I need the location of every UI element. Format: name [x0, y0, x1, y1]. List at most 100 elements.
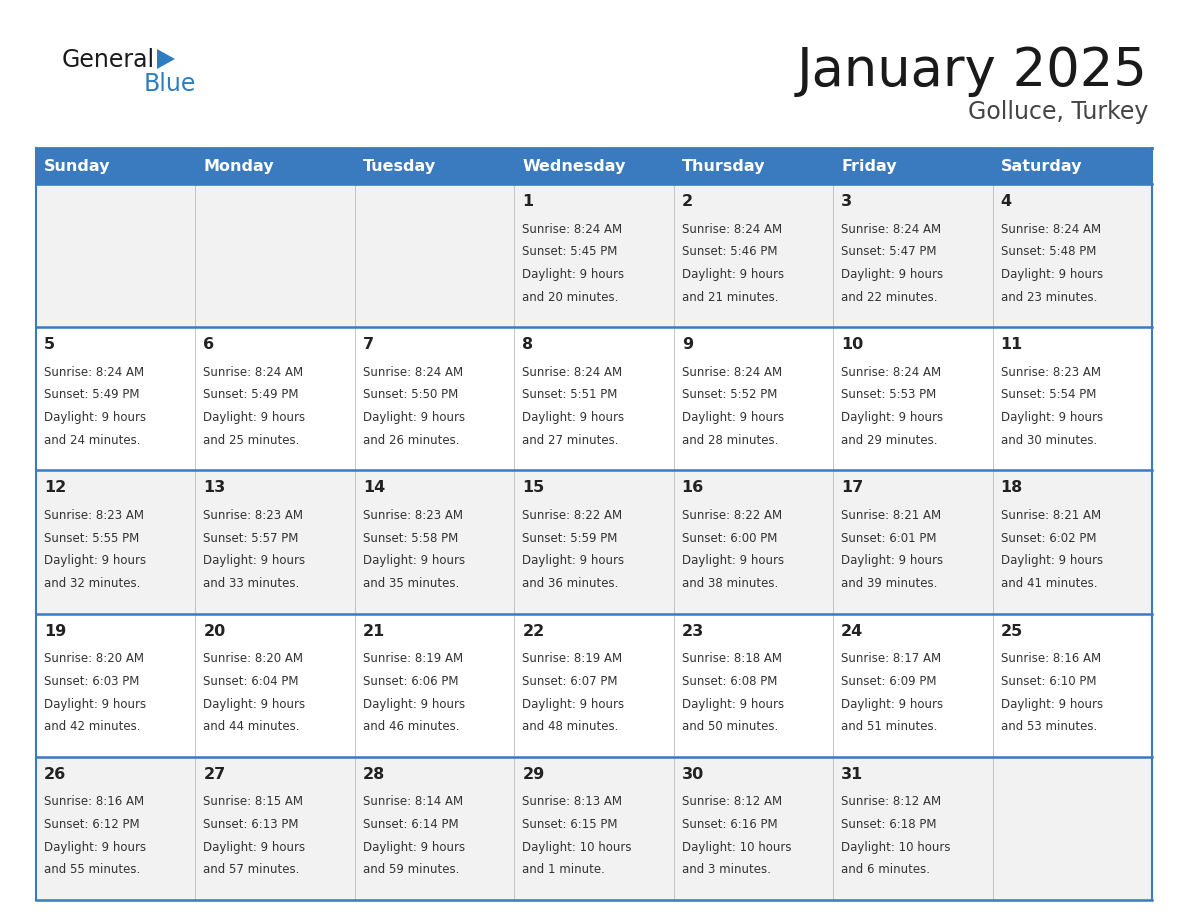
- Text: Sunset: 6:14 PM: Sunset: 6:14 PM: [362, 818, 459, 831]
- Bar: [36, 613, 196, 756]
- Text: Sunset: 6:07 PM: Sunset: 6:07 PM: [523, 675, 618, 688]
- Text: Daylight: 9 hours: Daylight: 9 hours: [1000, 554, 1102, 567]
- Text: Daylight: 9 hours: Daylight: 9 hours: [44, 411, 146, 424]
- Bar: [992, 470, 1152, 613]
- Text: Daylight: 9 hours: Daylight: 9 hours: [841, 411, 943, 424]
- Text: and 22 minutes.: and 22 minutes.: [841, 290, 937, 304]
- Text: 19: 19: [44, 623, 67, 639]
- Text: Sunset: 5:57 PM: Sunset: 5:57 PM: [203, 532, 298, 544]
- Bar: [196, 470, 355, 613]
- Text: Sunrise: 8:17 AM: Sunrise: 8:17 AM: [841, 653, 941, 666]
- Text: Daylight: 9 hours: Daylight: 9 hours: [1000, 268, 1102, 281]
- Bar: [833, 327, 992, 470]
- Text: Sunrise: 8:22 AM: Sunrise: 8:22 AM: [682, 509, 782, 522]
- Bar: [196, 184, 355, 327]
- Bar: [196, 613, 355, 756]
- Text: 4: 4: [1000, 194, 1012, 209]
- Text: Sunset: 6:12 PM: Sunset: 6:12 PM: [44, 818, 140, 831]
- Text: Daylight: 9 hours: Daylight: 9 hours: [203, 698, 305, 711]
- Text: Sunset: 5:58 PM: Sunset: 5:58 PM: [362, 532, 459, 544]
- Text: and 21 minutes.: and 21 minutes.: [682, 290, 778, 304]
- Text: and 57 minutes.: and 57 minutes.: [203, 863, 299, 877]
- Text: and 44 minutes.: and 44 minutes.: [203, 720, 299, 733]
- Text: Tuesday: Tuesday: [362, 159, 436, 174]
- Text: 12: 12: [44, 480, 67, 496]
- Bar: [674, 148, 833, 184]
- Text: Daylight: 9 hours: Daylight: 9 hours: [682, 698, 784, 711]
- Text: Sunrise: 8:12 AM: Sunrise: 8:12 AM: [682, 796, 782, 809]
- Text: Sunset: 5:53 PM: Sunset: 5:53 PM: [841, 388, 936, 401]
- Bar: [674, 470, 833, 613]
- Text: Daylight: 9 hours: Daylight: 9 hours: [203, 841, 305, 854]
- Text: Sunrise: 8:19 AM: Sunrise: 8:19 AM: [523, 653, 623, 666]
- Text: Sunrise: 8:15 AM: Sunrise: 8:15 AM: [203, 796, 303, 809]
- Text: 3: 3: [841, 194, 852, 209]
- Text: Daylight: 9 hours: Daylight: 9 hours: [523, 554, 625, 567]
- Polygon shape: [157, 49, 175, 69]
- Bar: [992, 148, 1152, 184]
- Bar: [36, 327, 196, 470]
- Text: Sunrise: 8:24 AM: Sunrise: 8:24 AM: [44, 366, 144, 379]
- Text: Daylight: 9 hours: Daylight: 9 hours: [44, 841, 146, 854]
- Text: Daylight: 9 hours: Daylight: 9 hours: [523, 268, 625, 281]
- Bar: [36, 470, 196, 613]
- Text: 2: 2: [682, 194, 693, 209]
- Text: Daylight: 9 hours: Daylight: 9 hours: [841, 698, 943, 711]
- Bar: [355, 756, 514, 900]
- Text: Daylight: 9 hours: Daylight: 9 hours: [523, 698, 625, 711]
- Text: Daylight: 9 hours: Daylight: 9 hours: [362, 698, 465, 711]
- Text: Sunset: 6:15 PM: Sunset: 6:15 PM: [523, 818, 618, 831]
- Bar: [514, 613, 674, 756]
- Text: Daylight: 9 hours: Daylight: 9 hours: [841, 268, 943, 281]
- Text: 31: 31: [841, 767, 864, 782]
- Bar: [833, 613, 992, 756]
- Text: General: General: [62, 48, 156, 72]
- Text: Daylight: 9 hours: Daylight: 9 hours: [682, 268, 784, 281]
- Text: and 33 minutes.: and 33 minutes.: [203, 577, 299, 590]
- Text: 24: 24: [841, 623, 864, 639]
- Text: Golluce, Turkey: Golluce, Turkey: [967, 100, 1148, 124]
- Text: and 53 minutes.: and 53 minutes.: [1000, 720, 1097, 733]
- Text: 14: 14: [362, 480, 385, 496]
- Text: 11: 11: [1000, 337, 1023, 353]
- Text: 18: 18: [1000, 480, 1023, 496]
- Text: Sunset: 6:18 PM: Sunset: 6:18 PM: [841, 818, 936, 831]
- Bar: [36, 148, 196, 184]
- Text: Sunrise: 8:21 AM: Sunrise: 8:21 AM: [841, 509, 941, 522]
- Text: 9: 9: [682, 337, 693, 353]
- Text: Sunset: 5:51 PM: Sunset: 5:51 PM: [523, 388, 618, 401]
- Bar: [196, 148, 355, 184]
- Text: Sunset: 6:02 PM: Sunset: 6:02 PM: [1000, 532, 1097, 544]
- Text: Sunrise: 8:14 AM: Sunrise: 8:14 AM: [362, 796, 463, 809]
- Bar: [992, 327, 1152, 470]
- Text: Sunrise: 8:24 AM: Sunrise: 8:24 AM: [362, 366, 463, 379]
- Text: and 6 minutes.: and 6 minutes.: [841, 863, 930, 877]
- Bar: [992, 613, 1152, 756]
- Text: Sunrise: 8:24 AM: Sunrise: 8:24 AM: [523, 366, 623, 379]
- Bar: [833, 470, 992, 613]
- Text: Sunrise: 8:23 AM: Sunrise: 8:23 AM: [1000, 366, 1100, 379]
- Text: Sunrise: 8:22 AM: Sunrise: 8:22 AM: [523, 509, 623, 522]
- Text: 22: 22: [523, 623, 544, 639]
- Text: 17: 17: [841, 480, 864, 496]
- Bar: [514, 184, 674, 327]
- Text: Sunrise: 8:16 AM: Sunrise: 8:16 AM: [1000, 653, 1100, 666]
- Text: and 29 minutes.: and 29 minutes.: [841, 433, 937, 447]
- Text: Sunrise: 8:20 AM: Sunrise: 8:20 AM: [203, 653, 303, 666]
- Text: and 55 minutes.: and 55 minutes.: [44, 863, 140, 877]
- Text: Daylight: 9 hours: Daylight: 9 hours: [44, 698, 146, 711]
- Text: Friday: Friday: [841, 159, 897, 174]
- Text: and 38 minutes.: and 38 minutes.: [682, 577, 778, 590]
- Text: Sunrise: 8:24 AM: Sunrise: 8:24 AM: [523, 223, 623, 236]
- Text: Sunset: 5:49 PM: Sunset: 5:49 PM: [203, 388, 299, 401]
- Bar: [674, 613, 833, 756]
- Bar: [514, 470, 674, 613]
- Text: Sunrise: 8:23 AM: Sunrise: 8:23 AM: [203, 509, 303, 522]
- Text: Sunset: 5:52 PM: Sunset: 5:52 PM: [682, 388, 777, 401]
- Bar: [514, 756, 674, 900]
- Text: 20: 20: [203, 623, 226, 639]
- Text: and 39 minutes.: and 39 minutes.: [841, 577, 937, 590]
- Text: 30: 30: [682, 767, 704, 782]
- Text: 10: 10: [841, 337, 864, 353]
- Text: January 2025: January 2025: [797, 45, 1148, 97]
